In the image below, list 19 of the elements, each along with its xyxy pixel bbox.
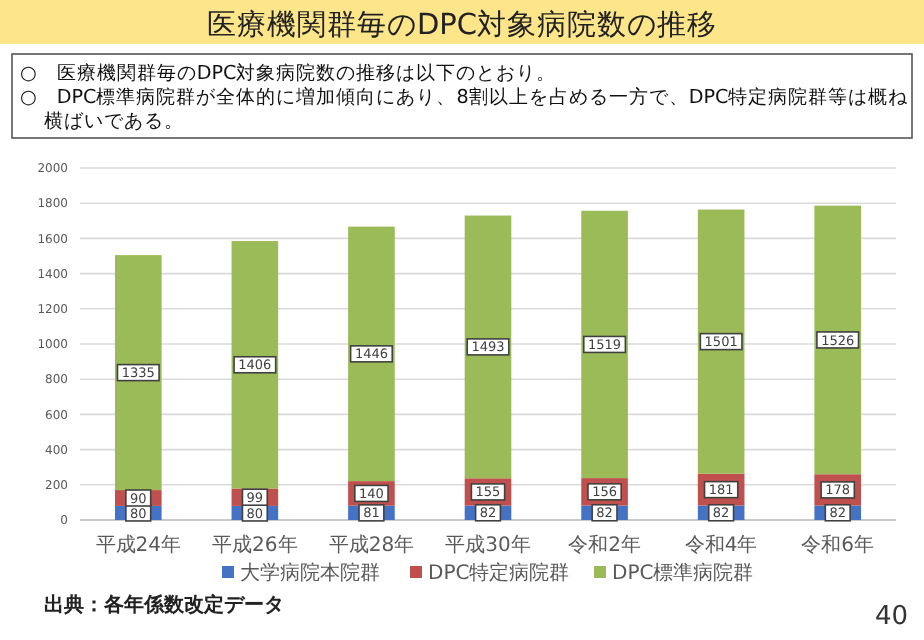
source-note: 出典：各年係数改定データ — [44, 593, 284, 617]
x-tick-label: 令和6年 — [801, 533, 875, 557]
x-tick-label: 平成26年 — [212, 533, 298, 557]
legend-label: DPC特定病院群 — [428, 561, 570, 585]
text: ○ 医療機関群毎のDPC対象病院数の推移は以下のとおり。 — [20, 60, 557, 85]
legend-label: 大学病院本院群 — [240, 561, 380, 585]
bar — [697, 209, 745, 474]
x-tick-label: 令和2年 — [568, 533, 641, 557]
bar — [464, 215, 512, 479]
bar — [581, 210, 628, 479]
x-tick-label: 平成24年 — [95, 533, 182, 557]
x-tick-label: 令和4年 — [684, 533, 758, 557]
bar — [814, 205, 862, 475]
text: ○ DPC標準病院群が全体的に増加傾向にあり、8割以上を占める一方で、DPC特定病院群等は概ね横ばいである。 — [20, 84, 911, 133]
text: 40 — [874, 602, 908, 632]
legend-label: DPC標準病院群 — [612, 561, 754, 585]
chart-title: 医療機関群毎のDPC対象病院数の推移 — [206, 8, 718, 43]
x-tick-label: 平成30年 — [445, 533, 531, 557]
x-tick-label: 平成28年 — [328, 533, 415, 557]
